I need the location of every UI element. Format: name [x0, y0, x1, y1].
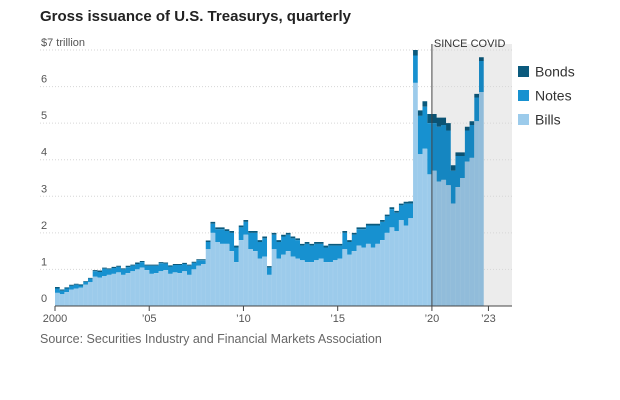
legend-swatch-bills	[518, 114, 529, 125]
x-tick-label: ’10	[236, 313, 251, 325]
legend-label-bonds: Bonds	[535, 64, 575, 80]
y-tick-label: 1	[41, 256, 47, 268]
quarterly-steps	[59, 121, 480, 306]
x-tick-label: ’15	[330, 313, 345, 325]
y-tick-label: 0	[41, 293, 47, 305]
y-tick-label: 4	[41, 147, 47, 159]
x-tick-label: ’20	[425, 313, 440, 325]
y-tick-label: 6	[41, 74, 47, 86]
source-note: Source: Securities Industry and Financia…	[40, 332, 382, 346]
covid-shade	[431, 57, 484, 307]
x-tick-label: ’23	[481, 313, 496, 325]
y-tick-label: 3	[41, 183, 47, 195]
y-tick-label: 5	[41, 110, 47, 122]
stacked-areas	[55, 50, 484, 306]
x-tick-label: ’05	[142, 313, 157, 325]
legend-swatch-bonds	[518, 66, 529, 77]
x-axis	[54, 305, 512, 311]
legend-label-bills: Bills	[535, 112, 561, 128]
x-tick-label: 2000	[43, 313, 67, 325]
y-tick-label: 2	[41, 220, 47, 232]
legend: Bonds Notes Bills	[518, 64, 575, 128]
legend-swatch-notes	[518, 90, 529, 101]
y-tick-label: $7 trillion	[41, 37, 85, 49]
area-notes	[55, 55, 484, 295]
y-axis: 0 1 2 3 4 5 6 $7 trillion	[41, 37, 85, 305]
since-covid-label: SINCE COVID	[434, 38, 506, 50]
legend-label-notes: Notes	[535, 88, 572, 104]
chart-title: Gross issuance of U.S. Treasurys, quarte…	[40, 8, 351, 25]
area-bills	[55, 82, 484, 306]
x-axis-ticks: 2000 ’05 ’10 ’15 ’20 ’23	[43, 313, 496, 325]
